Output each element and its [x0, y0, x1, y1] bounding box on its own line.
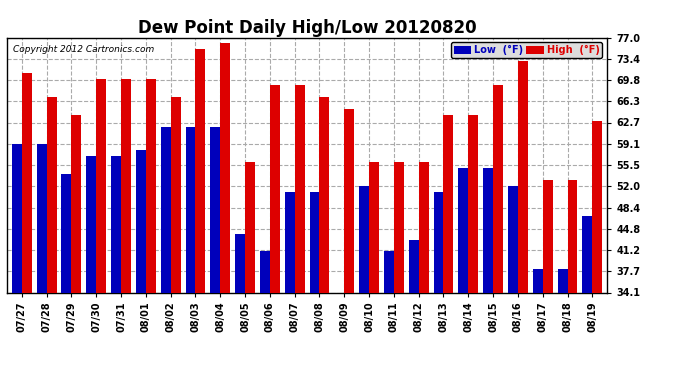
- Bar: [47, 97, 57, 292]
- Bar: [22, 73, 32, 292]
- Bar: [210, 127, 220, 292]
- Bar: [86, 156, 96, 292]
- Bar: [195, 50, 206, 292]
- Bar: [121, 79, 131, 292]
- Bar: [369, 162, 379, 292]
- Bar: [419, 162, 428, 292]
- Bar: [518, 61, 528, 292]
- Bar: [270, 85, 279, 292]
- Bar: [310, 192, 319, 292]
- Bar: [319, 97, 329, 292]
- Bar: [543, 180, 553, 292]
- Bar: [384, 252, 394, 292]
- Bar: [558, 269, 567, 292]
- Bar: [295, 85, 304, 292]
- Bar: [567, 180, 578, 292]
- Bar: [37, 144, 47, 292]
- Bar: [592, 121, 602, 292]
- Bar: [493, 85, 503, 292]
- Bar: [408, 240, 419, 292]
- Bar: [170, 97, 181, 292]
- Bar: [71, 115, 81, 292]
- Bar: [186, 127, 195, 292]
- Bar: [458, 168, 469, 292]
- Bar: [582, 216, 592, 292]
- Legend: Low  (°F), High  (°F): Low (°F), High (°F): [451, 42, 602, 58]
- Bar: [359, 186, 369, 292]
- Bar: [394, 162, 404, 292]
- Bar: [469, 115, 478, 292]
- Bar: [111, 156, 121, 292]
- Bar: [220, 44, 230, 292]
- Bar: [245, 162, 255, 292]
- Bar: [508, 186, 518, 292]
- Text: Copyright 2012 Cartronics.com: Copyright 2012 Cartronics.com: [13, 45, 154, 54]
- Bar: [483, 168, 493, 292]
- Bar: [161, 127, 170, 292]
- Bar: [61, 174, 71, 292]
- Bar: [235, 234, 245, 292]
- Bar: [136, 150, 146, 292]
- Title: Dew Point Daily High/Low 20120820: Dew Point Daily High/Low 20120820: [138, 20, 476, 38]
- Bar: [96, 79, 106, 292]
- Bar: [260, 252, 270, 292]
- Bar: [285, 192, 295, 292]
- Bar: [344, 109, 354, 292]
- Bar: [433, 192, 444, 292]
- Bar: [12, 144, 22, 292]
- Bar: [444, 115, 453, 292]
- Bar: [533, 269, 543, 292]
- Bar: [146, 79, 156, 292]
